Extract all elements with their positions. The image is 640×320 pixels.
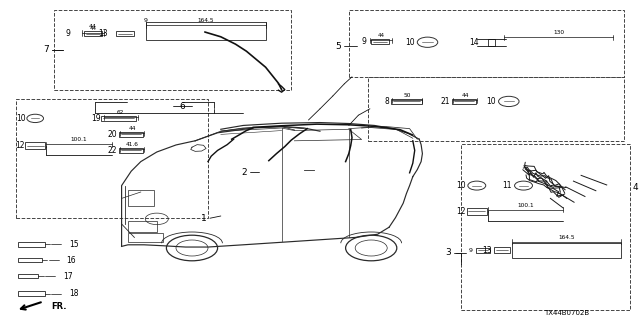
Text: 100.1: 100.1 — [517, 203, 534, 208]
Text: 5: 5 — [335, 42, 340, 51]
Text: 12: 12 — [456, 207, 466, 216]
Text: 9: 9 — [469, 248, 473, 253]
Bar — [18, 242, 45, 246]
Text: 21: 21 — [440, 97, 450, 106]
Text: 130: 130 — [553, 30, 564, 35]
Bar — [391, 99, 422, 104]
Bar — [25, 142, 45, 149]
Text: 9: 9 — [362, 37, 367, 46]
Text: 41.6: 41.6 — [125, 142, 139, 147]
Bar — [349, 10, 624, 77]
Bar — [119, 148, 143, 153]
Text: 1: 1 — [201, 214, 206, 223]
Bar — [495, 247, 511, 253]
Text: 164.5: 164.5 — [198, 18, 214, 23]
Bar — [101, 116, 136, 121]
Text: 9: 9 — [144, 18, 148, 23]
Bar — [488, 39, 495, 46]
Text: 44: 44 — [89, 24, 97, 29]
Text: 11: 11 — [502, 181, 512, 190]
Text: 4: 4 — [633, 183, 638, 192]
Text: 18: 18 — [69, 289, 79, 298]
Text: 12: 12 — [15, 141, 24, 150]
Bar — [18, 258, 42, 262]
Bar — [128, 190, 154, 206]
Text: 7: 7 — [44, 45, 49, 54]
Bar — [371, 39, 389, 44]
Bar — [54, 10, 291, 90]
Bar — [467, 208, 487, 215]
Text: 15: 15 — [69, 240, 79, 249]
Text: 20: 20 — [108, 130, 117, 139]
Text: 19: 19 — [92, 114, 101, 123]
Text: 44: 44 — [90, 26, 97, 31]
Text: 10: 10 — [405, 38, 415, 47]
Bar — [368, 77, 624, 141]
Text: 50: 50 — [404, 93, 411, 98]
Text: 6: 6 — [180, 102, 185, 111]
Text: 44: 44 — [378, 33, 384, 38]
Text: 17: 17 — [63, 272, 72, 281]
Bar — [128, 221, 157, 232]
Bar — [512, 243, 621, 258]
Text: 8: 8 — [385, 97, 389, 106]
Bar — [18, 291, 45, 296]
Text: 10: 10 — [456, 181, 466, 190]
Text: 13: 13 — [98, 29, 108, 38]
Text: 16: 16 — [67, 256, 76, 265]
Bar — [116, 31, 134, 36]
Bar — [128, 233, 163, 242]
Bar — [146, 22, 266, 40]
Text: 13: 13 — [482, 246, 492, 255]
Bar — [16, 99, 208, 218]
Text: 9: 9 — [65, 29, 70, 38]
Text: 100.1: 100.1 — [71, 137, 87, 142]
Text: 2: 2 — [242, 168, 247, 177]
Text: 44: 44 — [461, 93, 468, 98]
Text: 44: 44 — [129, 126, 136, 131]
Text: TX44B0702B: TX44B0702B — [544, 310, 589, 316]
Bar — [452, 99, 476, 104]
Text: 14: 14 — [469, 38, 479, 47]
Text: 164.5: 164.5 — [558, 235, 575, 240]
Text: 62: 62 — [117, 110, 124, 115]
Bar — [18, 274, 38, 278]
Bar — [84, 31, 102, 36]
Bar — [476, 248, 490, 253]
Bar — [461, 144, 630, 310]
Text: FR.: FR. — [51, 302, 67, 311]
Bar — [119, 132, 143, 137]
Text: 3: 3 — [445, 248, 451, 257]
Text: 10: 10 — [486, 97, 496, 106]
Text: 22: 22 — [108, 146, 117, 155]
Text: 10: 10 — [16, 114, 26, 123]
